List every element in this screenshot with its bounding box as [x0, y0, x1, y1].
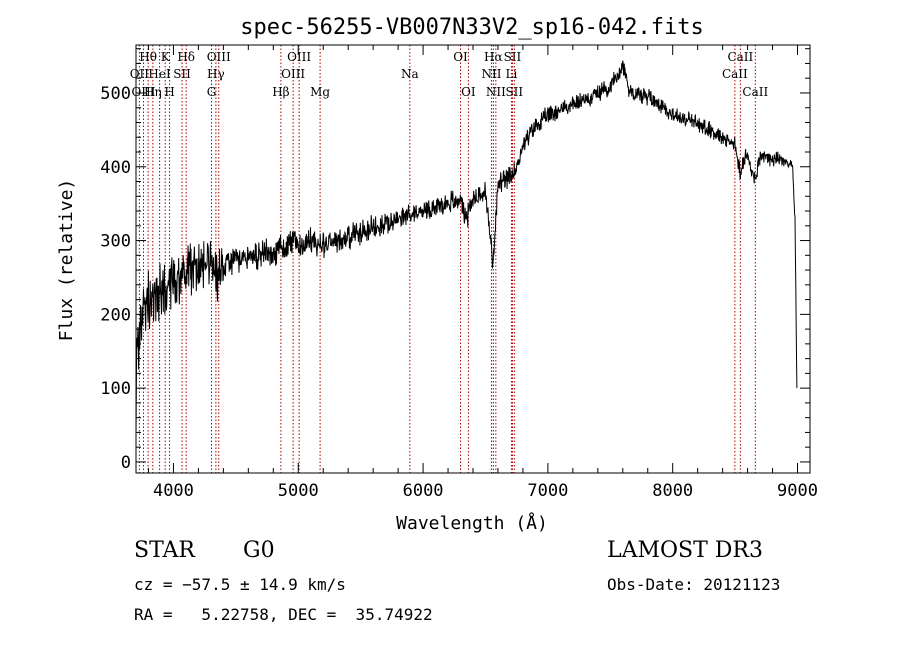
line-id-label: OIII — [287, 50, 311, 64]
x-tick-label: 6000 — [403, 481, 444, 501]
line-id-label: OII — [130, 67, 150, 81]
line-id-label: Hβ — [272, 85, 289, 99]
y-tick-label: 400 — [100, 158, 131, 178]
obs-date: Obs-Date: 20121123 — [607, 575, 781, 594]
x-tick-label: 4000 — [153, 481, 194, 501]
line-id-label: G — [207, 85, 217, 99]
line-id-label: Hδ — [177, 50, 195, 64]
spectral-subclass: G0 — [243, 538, 275, 563]
line-id-label: Mg — [310, 85, 330, 99]
line-id-label: Li — [506, 67, 518, 81]
object-class: STAR — [134, 538, 195, 563]
line-id-label: SII — [505, 85, 523, 99]
line-id-label: Hα — [484, 50, 503, 64]
survey-name: LAMOST DR3 — [607, 538, 763, 563]
coordinates: RA = 5.22758, DEC = 35.74922 — [134, 605, 433, 624]
x-tick-label: 7000 — [527, 481, 568, 501]
line-id-label: CaII — [727, 50, 753, 64]
line-id-label: HeI — [148, 67, 171, 81]
x-tick-label: 8000 — [652, 481, 693, 501]
y-tick-label: 300 — [100, 232, 131, 252]
x-axis: 4000 5000 6000 7000 8000 9000 — [147, 45, 818, 501]
y-tick-label: 0 — [121, 453, 131, 473]
line-id-label: CaII — [722, 67, 748, 81]
y-tick-label: 100 — [100, 379, 131, 399]
line-id-label: Na — [401, 67, 419, 81]
line-id-label: CaII — [742, 85, 768, 99]
line-id-label: Hη — [144, 85, 162, 99]
line-id-label: OIII — [131, 85, 155, 99]
y-axis: 0 100 200 300 400 500 — [100, 48, 810, 473]
line-id-label: Hγ — [207, 67, 225, 81]
x-axis-label: Wavelength (Å) — [396, 512, 548, 534]
y-tick-label: 500 — [100, 84, 131, 104]
line-id-label: OI — [461, 85, 476, 99]
x-tick-label: 5000 — [278, 481, 319, 501]
line-id-label: H — [164, 85, 174, 99]
chart-title: spec-56255-VB007N33V2_sp16-042.fits — [240, 15, 704, 40]
line-id-label: NII — [481, 67, 501, 81]
line-id-label: OIII — [281, 67, 305, 81]
line-id-label: SII — [504, 50, 522, 64]
x-tick-label: 9000 — [777, 481, 818, 501]
y-tick-label: 200 — [100, 305, 131, 325]
line-id-label: Hθ — [139, 50, 157, 64]
redshift-readout: cz = −57.5 ± 14.9 km/s — [134, 575, 346, 594]
line-id-label: NII — [486, 85, 506, 99]
line-id-label: K — [161, 50, 171, 64]
line-id-label: SII — [173, 67, 191, 81]
y-axis-label: Flux (relative) — [56, 179, 77, 342]
line-id-label: OIII — [207, 50, 231, 64]
spectrum-line — [136, 60, 798, 437]
line-id-labels: Hθ OII OIII K HeI Hη H Hδ SII OIII Hγ G OIII OIII Hβ Mg… — [130, 50, 769, 99]
line-id-label: OI — [453, 50, 468, 64]
